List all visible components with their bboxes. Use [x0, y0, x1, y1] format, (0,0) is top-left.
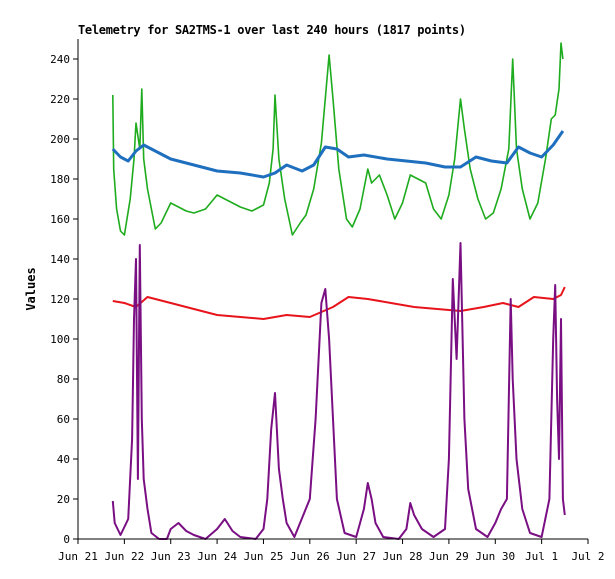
x-tick-label: Jun 21 [58, 550, 98, 563]
y-tick-label: 100 [50, 333, 70, 346]
y-tick-label: 140 [50, 253, 70, 266]
x-tick-label: Jun 22 [104, 550, 144, 563]
y-tick-label: 160 [50, 213, 70, 226]
y-tick-label: 80 [57, 373, 70, 386]
x-tick-label: Jun 28 [383, 550, 423, 563]
y-tick-label: 40 [57, 453, 70, 466]
series-line-2 [112, 286, 566, 320]
x-tick-label: Jun 29 [429, 550, 469, 563]
series-line-1 [111, 130, 565, 179]
y-tick-label: 120 [50, 293, 70, 306]
y-tick-label: 200 [50, 133, 70, 146]
series-layer [111, 42, 566, 540]
y-tick-label: 20 [57, 493, 70, 506]
y-tick-label: 60 [57, 413, 70, 426]
y-axis-label: Values [24, 267, 38, 310]
x-tick-label: Jun 24 [197, 550, 237, 563]
x-tick-label: Jun 27 [336, 550, 376, 563]
x-tick-label: Jun 23 [151, 550, 191, 563]
x-tick-label: Jul 1 [525, 550, 558, 563]
tick-layer: 0 20 40 60 80 100 120 140 160 180 200 220 240 Jun 21 J… [50, 53, 604, 563]
y-tick-label: 0 [63, 533, 70, 546]
y-tick-label: 180 [50, 173, 70, 186]
series-line-0 [112, 42, 564, 236]
x-tick-label: Jul 2 [571, 550, 604, 563]
x-tick-label: Jun 26 [290, 550, 330, 563]
y-tick-label: 240 [50, 53, 70, 66]
axes-layer [77, 39, 588, 540]
chart-title: Telemetry for SA2TMS-1 over last 240 hou… [78, 23, 466, 37]
series-line-3 [111, 242, 566, 540]
y-tick-label: 220 [50, 93, 70, 106]
x-tick-label: Jun 25 [244, 550, 284, 563]
x-tick-label: Jun 30 [475, 550, 515, 563]
